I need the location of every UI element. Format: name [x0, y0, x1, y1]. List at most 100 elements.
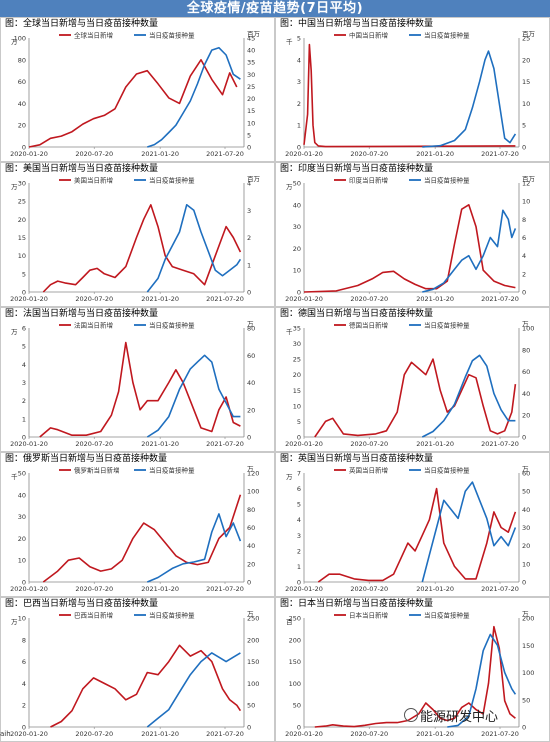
legend-label: 当日疫苗接种量 — [149, 611, 195, 620]
x-tick-label: 2020-07-20 — [350, 585, 388, 593]
cases-series-line — [314, 358, 517, 438]
x-tick-label: 2020-07-20 — [75, 440, 113, 448]
x-tick-label: 2021-01-20 — [141, 440, 179, 448]
right-unit-label: 百万 — [522, 30, 536, 38]
right-tick-label: 100 — [247, 488, 259, 496]
left-tick-label: 2 — [22, 397, 26, 405]
chart-panel: 图：巴西当日新增与当日疫苗接种数量万万 0 2 4 6 8 10 0 50 100 150 200 25… — [0, 597, 275, 742]
left-tick-label: 5 — [22, 270, 26, 278]
right-tick-label: 0 — [522, 289, 526, 297]
x-tick-label: 2020-01-20 — [10, 440, 48, 448]
legend-label: 英国当日新增 — [349, 466, 388, 475]
legend-label: 当日疫苗接种量 — [424, 611, 470, 620]
left-tick-label: 50 — [293, 180, 301, 188]
right-tick-label: 4 — [247, 180, 251, 188]
right-tick-label: 60 — [522, 470, 530, 478]
right-tick-label: 10 — [522, 198, 530, 206]
legend-label: 当日疫苗接种量 — [424, 466, 470, 475]
right-tick-label: 20 — [247, 560, 255, 568]
x-tick-label: 2020-01-20 — [285, 730, 323, 738]
x-tick-label: 2021-01-20 — [416, 440, 454, 448]
chart-panel: 图：英国当日新增与当日疫苗接种数量万万 0 1 2 3 4 5 6 7 0 10 20 30 40 50 60… — [275, 452, 550, 597]
left-tick-label: 10 — [18, 557, 26, 565]
right-tick-label: 250 — [247, 615, 259, 623]
chart-title: 图：全球当日新增与当日疫苗接种数量 — [5, 19, 159, 29]
x-tick-label: 2021-01-20 — [416, 150, 454, 158]
left-tick-label: 5 — [297, 501, 301, 509]
left-tick-label: 0 — [22, 579, 26, 587]
chart-panel: 图：中国当日新增与当日疫苗接种数量千 百万 0 1 2 3 4 5 0 5 10 15 20 25 2020… — [275, 17, 550, 162]
right-tick-label: 20 — [522, 56, 530, 64]
vaccine-series-line — [147, 46, 241, 148]
right-unit-label: 百万 — [522, 175, 536, 183]
x-tick-label: 2021-07-20 — [481, 440, 519, 448]
left-tick-label: 30 — [293, 340, 301, 348]
right-tick-label: 5 — [247, 131, 251, 139]
chart-svg: 千 万 0 5 10 15 20 25 30 35 0 20 40 60 80 100 2020-01-20 20… — [285, 320, 534, 448]
right-tick-label: 150 — [522, 642, 534, 650]
x-tick-label: 2020-07-20 — [75, 585, 113, 593]
x-tick-label: 2021-01-20 — [141, 585, 179, 593]
left-tick-label: 3 — [297, 78, 301, 86]
x-tick-label: 2021-07-20 — [206, 295, 244, 303]
x-tick-label: 2020-07-20 — [350, 150, 388, 158]
left-tick-label: 100 — [14, 35, 26, 43]
left-tick-label: 30 — [293, 223, 301, 231]
left-tick-label: 20 — [18, 535, 26, 543]
x-tick-label: 2020-01-20 — [285, 295, 323, 303]
left-tick-label: 0 — [22, 434, 26, 442]
vaccine-series-line — [422, 50, 517, 148]
chart-svg: 千 百万 0 1 2 3 4 5 0 5 10 15 20 25 2020-01-20 2020-07-20 2… — [285, 30, 536, 158]
legend-label: 当日疫苗接种量 — [424, 31, 470, 40]
x-tick-label: 2020-01-20 — [10, 150, 48, 158]
left-tick-label: 10 — [293, 402, 301, 410]
left-tick-label: 0 — [297, 579, 301, 587]
right-tick-label: 0 — [522, 144, 526, 152]
left-tick-label: 40 — [293, 201, 301, 209]
x-tick-label: 2021-01-20 — [416, 730, 454, 738]
x-tick-label: 2021-07-20 — [206, 440, 244, 448]
right-unit-label: 百万 — [247, 30, 261, 38]
left-unit-label: 万 — [286, 183, 293, 191]
left-tick-label: 1 — [297, 563, 301, 571]
chart-title: 图：日本当日新增与当日疫苗接种数量 — [280, 599, 434, 609]
right-tick-label: 200 — [247, 636, 259, 644]
cases-series-line — [303, 43, 516, 148]
right-tick-label: 4 — [522, 252, 526, 260]
right-unit-label: 万 — [522, 610, 529, 618]
left-tick-label: 20 — [18, 216, 26, 224]
right-unit-label: 万 — [522, 320, 529, 328]
left-tick-label: 3 — [22, 379, 26, 387]
left-tick-label: 5 — [297, 35, 301, 43]
right-tick-label: 80 — [247, 506, 255, 514]
left-tick-label: 35 — [293, 325, 301, 333]
right-tick-label: 10 — [247, 119, 255, 127]
left-tick-label: 40 — [18, 491, 26, 499]
right-tick-label: 200 — [522, 615, 534, 623]
legend-label: 巴西当日新增 — [74, 611, 113, 620]
chart-title: 图：印度当日新增与当日疫苗接种数量 — [280, 164, 434, 174]
right-tick-label: 5 — [522, 122, 526, 130]
left-tick-label: 0 — [22, 144, 26, 152]
chart-panel: 图：法国当日新增与当日疫苗接种数量万万 0 1 2 3 4 5 6 0 20 40 60 80 2020-… — [0, 307, 275, 452]
left-tick-label: 250 — [289, 615, 301, 623]
left-unit-label: 万 — [286, 473, 293, 481]
right-tick-label: 15 — [247, 107, 255, 115]
left-tick-label: 3 — [297, 532, 301, 540]
chart-panel: 图：印度当日新增与当日疫苗接种数量万 百万 0 10 20 30 40 50 0 2 4 6 8 10 12… — [275, 162, 550, 307]
vaccine-series-line — [421, 481, 517, 583]
right-tick-label: 45 — [247, 35, 255, 43]
right-tick-label: 1 — [247, 261, 251, 269]
right-tick-label: 0 — [247, 289, 251, 297]
x-tick-label: 2021-07-20 — [206, 730, 244, 738]
left-tick-label: 80 — [18, 56, 26, 64]
legend-label: 当日疫苗接种量 — [149, 176, 195, 185]
right-tick-label: 8 — [522, 216, 526, 224]
x-tick-label: 2021-01-20 — [416, 295, 454, 303]
left-unit-label: 万 — [11, 328, 18, 336]
cases-series-line — [317, 487, 517, 583]
right-tick-label: 0 — [247, 724, 251, 732]
watermark: 能源研发中心 — [420, 710, 499, 725]
